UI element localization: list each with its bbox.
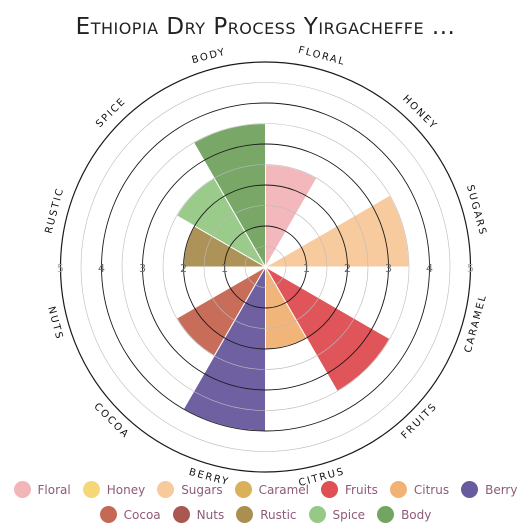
legend-label: Sugars xyxy=(181,482,223,497)
legend-label: Cocoa xyxy=(123,507,161,522)
legend-swatch xyxy=(321,481,339,498)
category-label-nuts: NUTS xyxy=(45,305,65,341)
legend-label: Spice xyxy=(332,507,366,522)
category-label-rustic: RUSTIC xyxy=(43,186,66,235)
category-label-body: BODY xyxy=(191,47,228,67)
legend-swatch xyxy=(13,481,31,498)
legend-item-fruits[interactable]: Fruits xyxy=(321,481,378,498)
legend-item-rustic[interactable]: Rustic xyxy=(236,506,297,523)
radial-tick-label: 1 xyxy=(221,262,228,275)
legend-label: Citrus xyxy=(413,482,450,497)
legend-swatch xyxy=(99,506,117,523)
legend-item-caramel[interactable]: Caramel xyxy=(234,481,310,498)
legend-row-2: Cocoa Nuts Rustic Spice Body xyxy=(0,506,531,523)
legend-swatch xyxy=(234,481,252,498)
chart-title: Ethiopia Dry Process Yirgacheffe ... xyxy=(75,14,456,40)
legend-swatch xyxy=(172,506,190,523)
radial-tick-label: 1 xyxy=(303,262,310,275)
radial-tick-label: 3 xyxy=(139,262,146,275)
legend-swatch xyxy=(82,481,100,498)
category-label-spice: SPICE xyxy=(94,96,128,130)
grid-ring-minor xyxy=(244,246,287,288)
outer-ring xyxy=(59,61,472,473)
legend-label: Body xyxy=(401,507,432,522)
legend-swatch xyxy=(308,506,326,523)
radial-tick-label: 2 xyxy=(180,262,187,275)
legend-label: Floral xyxy=(37,482,71,497)
radial-tick-label: 4 xyxy=(426,262,433,275)
legend-swatch xyxy=(157,481,175,498)
legend-label: Berry xyxy=(485,482,518,497)
radial-tick-label: 2 xyxy=(344,262,351,275)
grid-ring-minor xyxy=(80,82,451,452)
category-label-cocoa: COCOA xyxy=(91,401,131,441)
legend-item-honey[interactable]: Honey xyxy=(82,481,146,498)
grid-ring xyxy=(183,184,348,350)
legend-label: Caramel xyxy=(258,482,310,497)
legend-item-berry[interactable]: Berry xyxy=(461,481,517,498)
legend-swatch xyxy=(377,506,395,523)
radial-tick-label: 5 xyxy=(467,262,474,275)
category-label-floral: FLORAL xyxy=(297,45,347,68)
category-label-fruits: FRUITS xyxy=(399,401,439,441)
radial-tick-label: 4 xyxy=(98,262,105,275)
legend-swatch xyxy=(461,481,479,498)
legend-label: Rustic xyxy=(260,507,297,522)
grid-ring-minor xyxy=(203,205,328,329)
legend-swatch xyxy=(236,506,254,523)
legend-item-citrus[interactable]: Citrus xyxy=(389,481,450,498)
grid-ring xyxy=(101,102,430,432)
category-label-honey: HONEY xyxy=(400,93,439,132)
legend-item-floral[interactable]: Floral xyxy=(13,481,71,498)
legend-item-sugars[interactable]: Sugars xyxy=(157,481,223,498)
radial-tick-label: 3 xyxy=(385,262,392,275)
legend-row-1: Floral Honey Sugars Caramel Fruits Citru… xyxy=(0,481,531,498)
legend-item-cocoa[interactable]: Cocoa xyxy=(99,506,161,523)
grid-ring xyxy=(224,225,307,309)
radial-tick-label: 5 xyxy=(57,262,64,275)
legend-label: Fruits xyxy=(345,482,378,497)
legend-label: Nuts xyxy=(196,507,225,522)
legend-item-spice[interactable]: Spice xyxy=(308,506,366,523)
grid-ring-minor xyxy=(162,164,369,370)
legend-swatch xyxy=(389,481,407,498)
legend-item-body[interactable]: Body xyxy=(377,506,431,523)
legend-item-nuts[interactable]: Nuts xyxy=(172,506,225,523)
legend-label: Honey xyxy=(106,482,146,497)
grid-ring-minor xyxy=(121,123,410,411)
grid-ring xyxy=(142,143,389,391)
